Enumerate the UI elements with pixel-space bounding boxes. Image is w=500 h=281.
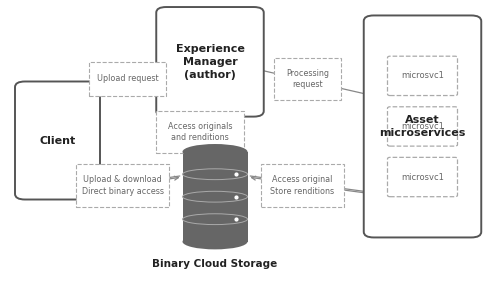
Text: Processing
request: Processing request — [286, 69, 329, 89]
FancyBboxPatch shape — [388, 56, 458, 96]
Text: Binary Cloud Storage: Binary Cloud Storage — [152, 259, 278, 269]
FancyBboxPatch shape — [76, 164, 169, 207]
Text: Experience
Manager
(author): Experience Manager (author) — [176, 44, 244, 80]
Text: microsvc1: microsvc1 — [401, 122, 444, 131]
Text: Upload & download
Direct binary access: Upload & download Direct binary access — [82, 175, 164, 196]
Text: Access original
Store renditions: Access original Store renditions — [270, 175, 334, 196]
FancyBboxPatch shape — [274, 58, 341, 100]
FancyBboxPatch shape — [89, 62, 166, 96]
Ellipse shape — [182, 144, 248, 160]
FancyBboxPatch shape — [388, 157, 458, 197]
FancyBboxPatch shape — [156, 111, 244, 153]
Text: microsvc1: microsvc1 — [401, 173, 444, 182]
Bar — [182, 152, 248, 242]
Text: Client: Client — [40, 135, 76, 146]
Text: Access originals
and renditions: Access originals and renditions — [168, 122, 232, 142]
FancyBboxPatch shape — [15, 81, 100, 200]
FancyBboxPatch shape — [156, 7, 264, 117]
FancyBboxPatch shape — [261, 164, 344, 207]
Text: Asset
microservices: Asset microservices — [380, 115, 466, 138]
Text: microsvc1: microsvc1 — [401, 71, 444, 80]
FancyBboxPatch shape — [388, 107, 458, 146]
Text: Upload request: Upload request — [96, 74, 158, 83]
FancyBboxPatch shape — [364, 15, 481, 237]
Ellipse shape — [182, 234, 248, 250]
